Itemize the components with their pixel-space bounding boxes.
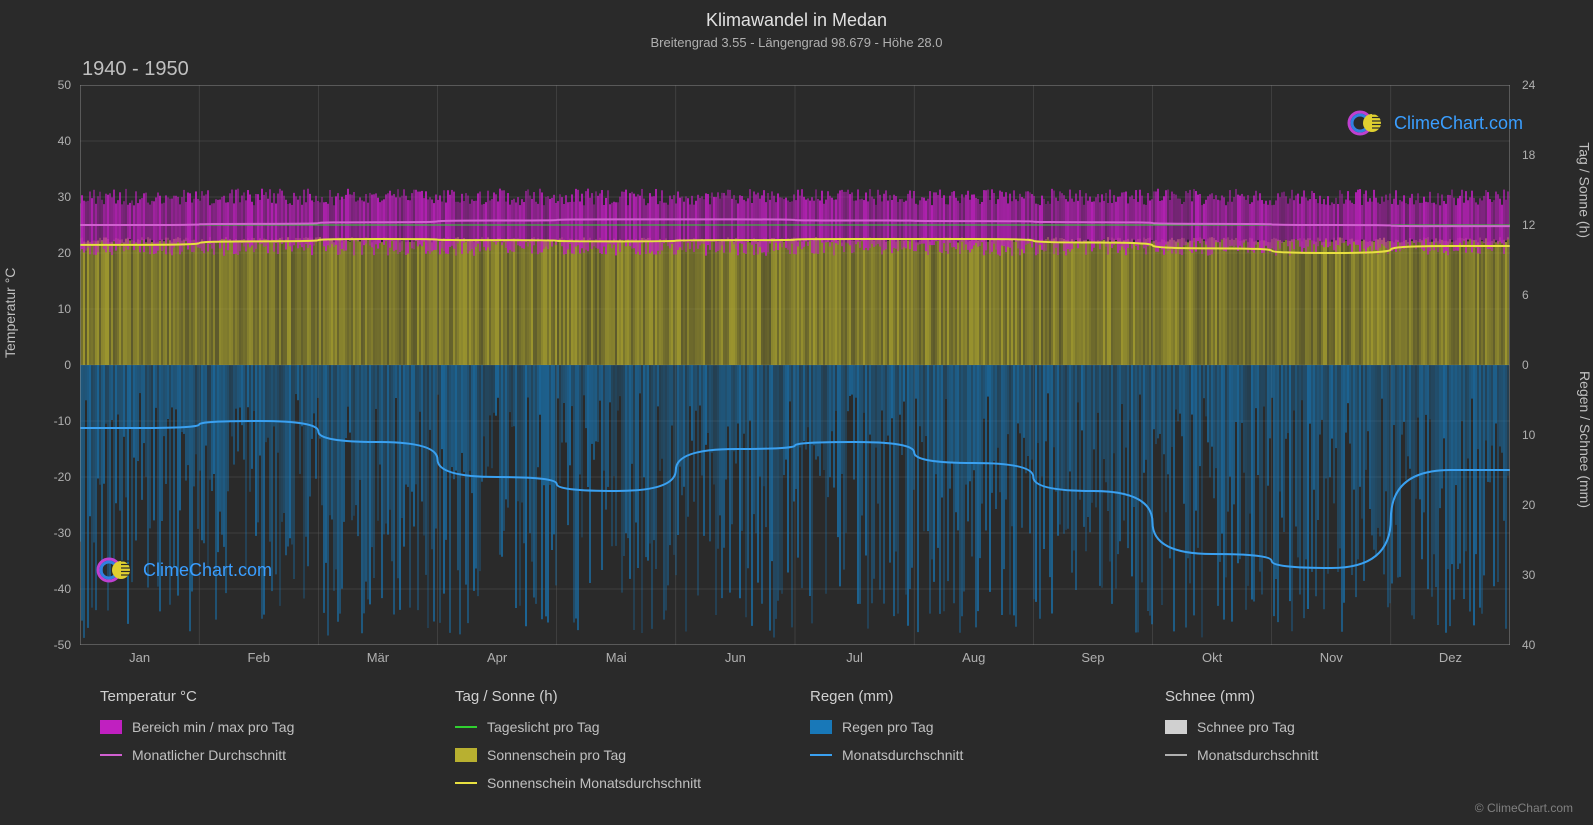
y-tick-right: 24 xyxy=(1522,78,1535,92)
watermark-top-right: ClimeChart.com xyxy=(1346,108,1523,138)
legend-header: Schnee (mm) xyxy=(1165,688,1520,705)
y-axis-right-top-label: Tag / Sonne (h) xyxy=(1577,142,1593,238)
x-tick-month: Mai xyxy=(606,650,627,665)
logo-icon xyxy=(95,555,135,585)
legend-item: Sonnenschein Monatsdurchschnitt xyxy=(455,775,810,791)
legend-item: Bereich min / max pro Tag xyxy=(100,719,455,735)
legend-item: Monatsdurchschnitt xyxy=(810,747,1165,763)
legend-label: Tageslicht pro Tag xyxy=(487,719,600,735)
y-tick-right: 6 xyxy=(1522,288,1529,302)
legend-header: Temperatur °C xyxy=(100,688,455,705)
legend-label: Bereich min / max pro Tag xyxy=(132,719,294,735)
x-tick-month: Apr xyxy=(487,650,507,665)
y-axis-left-label: Temperatur °C xyxy=(2,268,18,358)
y-tick-left: -20 xyxy=(54,470,71,484)
y-tick-left: 40 xyxy=(58,134,71,148)
legend-swatch xyxy=(810,720,832,734)
legend-label: Monatsdurchschnitt xyxy=(1197,747,1318,763)
legend-label: Monatlicher Durchschnitt xyxy=(132,747,286,763)
legend-swatch xyxy=(1165,720,1187,734)
y-tick-left: 10 xyxy=(58,302,71,316)
y-tick-left: -40 xyxy=(54,582,71,596)
legend-item: Regen pro Tag xyxy=(810,719,1165,735)
watermark-text: ClimeChart.com xyxy=(1394,113,1523,134)
legend: Temperatur °C Bereich min / max pro Tag Mo… xyxy=(100,688,1520,803)
y-tick-right: 12 xyxy=(1522,218,1535,232)
y-tick-left: 20 xyxy=(58,246,71,260)
legend-label: Schnee pro Tag xyxy=(1197,719,1295,735)
y-tick-right: 10 xyxy=(1522,428,1535,442)
y-tick-right: 40 xyxy=(1522,638,1535,652)
y-tick-left: -10 xyxy=(54,414,71,428)
y-tick-left: -30 xyxy=(54,526,71,540)
x-tick-month: Nov xyxy=(1320,650,1343,665)
legend-column: Tag / Sonne (h) Tageslicht pro Tag Sonnens… xyxy=(455,688,810,803)
x-tick-month: Jan xyxy=(129,650,150,665)
y-axis-right-bottom-label: Regen / Schnee (mm) xyxy=(1577,371,1593,508)
y-tick-right: 18 xyxy=(1522,148,1535,162)
legend-column: Schnee (mm) Schnee pro Tag Monatsdurchschn… xyxy=(1165,688,1520,803)
legend-column: Regen (mm) Regen pro Tag Monatsdurchschnit… xyxy=(810,688,1165,803)
legend-swatch xyxy=(100,720,122,734)
period-label: 1940 - 1950 xyxy=(82,58,189,81)
y-tick-left: 50 xyxy=(58,78,71,92)
watermark-bottom-left: ClimeChart.com xyxy=(95,555,272,585)
y-axis-left: 50403020100-10-20-30-40-50 xyxy=(20,85,75,645)
legend-item: Monatlicher Durchschnitt xyxy=(100,747,455,763)
x-tick-month: Dez xyxy=(1439,650,1462,665)
x-tick-month: Okt xyxy=(1202,650,1222,665)
chart-subtitle: Breitengrad 3.55 - Längengrad 98.679 - H… xyxy=(0,31,1593,50)
legend-label: Monatsdurchschnitt xyxy=(842,747,963,763)
y-tick-left: 0 xyxy=(64,358,71,372)
legend-header: Regen (mm) xyxy=(810,688,1165,705)
x-tick-month: Mär xyxy=(367,650,389,665)
logo-icon xyxy=(1346,108,1386,138)
legend-column: Temperatur °C Bereich min / max pro Tag Mo… xyxy=(100,688,455,803)
legend-swatch xyxy=(455,748,477,762)
y-tick-right: 30 xyxy=(1522,568,1535,582)
x-tick-month: Aug xyxy=(962,650,985,665)
legend-label: Sonnenschein Monatsdurchschnitt xyxy=(487,775,701,791)
watermark-text: ClimeChart.com xyxy=(143,560,272,581)
y-axis-right: 2418126010203040 xyxy=(1518,85,1573,645)
legend-swatch xyxy=(810,754,832,756)
legend-label: Regen pro Tag xyxy=(842,719,934,735)
x-tick-month: Jul xyxy=(846,650,863,665)
y-tick-left: -50 xyxy=(54,638,71,652)
x-tick-month: Sep xyxy=(1081,650,1104,665)
y-tick-right: 20 xyxy=(1522,498,1535,512)
legend-swatch xyxy=(455,726,477,728)
chart-title: Klimawandel in Medan xyxy=(0,0,1593,31)
x-tick-month: Feb xyxy=(248,650,270,665)
legend-swatch xyxy=(455,782,477,784)
legend-header: Tag / Sonne (h) xyxy=(455,688,810,705)
legend-item: Schnee pro Tag xyxy=(1165,719,1520,735)
legend-label: Sonnenschein pro Tag xyxy=(487,747,626,763)
x-tick-month: Jun xyxy=(725,650,746,665)
chart-svg xyxy=(80,85,1510,645)
y-tick-left: 30 xyxy=(58,190,71,204)
legend-item: Monatsdurchschnitt xyxy=(1165,747,1520,763)
chart-plot-area xyxy=(80,85,1510,645)
legend-swatch xyxy=(1165,754,1187,756)
legend-swatch xyxy=(100,754,122,756)
y-tick-right: 0 xyxy=(1522,358,1529,372)
legend-item: Tageslicht pro Tag xyxy=(455,719,810,735)
legend-item: Sonnenschein pro Tag xyxy=(455,747,810,763)
copyright-text: © ClimeChart.com xyxy=(1475,801,1573,815)
